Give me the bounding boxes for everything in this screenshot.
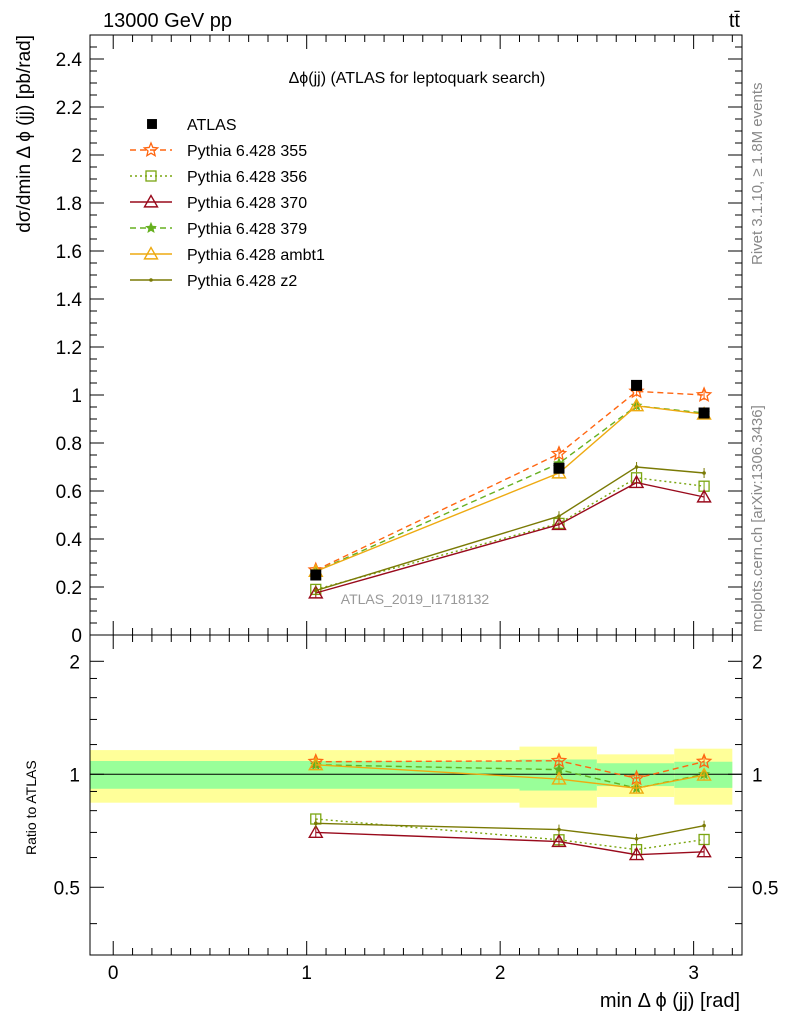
marker-dot xyxy=(702,823,706,828)
series-line xyxy=(315,481,705,594)
y-tick-label: 2 xyxy=(71,146,82,167)
marker-triangle xyxy=(628,846,645,861)
upper-panel: 0 0.2 0.4 0.6 0.8 1 1.2 1.4 1.6 1.8 2 2.2 2.4 ATLAS Py… xyxy=(56,34,743,647)
marker-triangle xyxy=(308,756,324,771)
y-tick-label: 0.2 xyxy=(56,578,82,599)
chart-title: Δϕ(jj) (ATLAS for leptoquark search) xyxy=(289,70,546,87)
marker-triangle xyxy=(308,585,324,599)
ratio-y-tick-label-right: 1 xyxy=(752,765,763,786)
marker-triangle xyxy=(143,194,159,208)
marker-star xyxy=(550,445,568,461)
marker-triangle xyxy=(628,397,645,412)
ratio-series-line xyxy=(315,760,705,779)
marker-triangle xyxy=(628,780,645,794)
marker-triangle xyxy=(696,767,712,781)
marker-dot xyxy=(313,821,318,826)
y-tick-label: 1.2 xyxy=(56,338,82,359)
ratio-y-tick-label-right: 2 xyxy=(752,652,763,673)
marker-star xyxy=(695,752,713,769)
ratio-y-tick-label: 1 xyxy=(69,765,80,786)
legend-item: Pythia 6.428 z2 xyxy=(130,273,297,290)
marker-dot xyxy=(557,514,561,518)
ratio-y-axis-label: Ratio to ATLAS xyxy=(23,760,39,855)
marker-triangle xyxy=(551,516,567,531)
y-tick-label: 1.6 xyxy=(56,242,82,263)
y-tick-label: 1 xyxy=(71,386,82,407)
series-line xyxy=(315,477,705,591)
marker-dot xyxy=(634,465,639,469)
legend-item: Pythia 6.428 379 xyxy=(130,221,307,238)
y-tick-label: 0 xyxy=(71,626,82,647)
band-inner xyxy=(90,760,520,789)
legend-label: Pythia 6.428 356 xyxy=(187,169,307,186)
ratio-y-tick-label: 2 xyxy=(69,652,80,673)
marker-triangle xyxy=(551,833,567,848)
marker-triangle xyxy=(308,824,324,838)
marker-star xyxy=(695,386,713,403)
y-tick-label: 2.4 xyxy=(56,50,83,71)
ratio-series-line xyxy=(315,764,705,789)
ratio-series-line xyxy=(315,764,705,789)
marker-star xyxy=(142,141,160,158)
legend-label: Pythia 6.428 355 xyxy=(187,143,307,160)
y-tick-label: 0.4 xyxy=(56,530,83,551)
ratio-series-line xyxy=(315,831,705,856)
marker-data xyxy=(553,462,565,474)
y-tick-label: 0.8 xyxy=(56,434,82,455)
watermark: ATLAS_2019_I1718132 xyxy=(341,591,490,607)
y-tick-label: 0.6 xyxy=(56,482,82,503)
x-tick-label: 3 xyxy=(688,963,699,984)
ratio-panel: 0 1 2 3 0.5 0.5 1 1 2 2 xyxy=(54,634,778,984)
ratio-series-line xyxy=(315,818,705,851)
marker-triangle xyxy=(628,474,645,489)
legend-label: Pythia 6.428 ambt1 xyxy=(187,247,325,264)
marker-triangle xyxy=(143,246,159,260)
marker-triangle xyxy=(696,489,712,503)
legend-item-data: ATLAS xyxy=(147,117,237,134)
marker-data xyxy=(631,379,643,391)
ratio-series-line xyxy=(315,822,705,840)
marker-dot xyxy=(313,588,318,593)
x-tick-label: 2 xyxy=(495,963,506,984)
series-line xyxy=(315,466,705,592)
legend-label: Pythia 6.428 z2 xyxy=(187,273,297,290)
marker-dot xyxy=(702,471,706,475)
series-line xyxy=(315,405,705,573)
legend-label: ATLAS xyxy=(187,117,237,134)
series-line xyxy=(315,405,705,573)
header-left: 13000 GeV pp xyxy=(103,10,232,32)
y-tick-label: 1.4 xyxy=(56,290,83,311)
marker-dot xyxy=(149,278,153,282)
marker-square xyxy=(145,170,157,182)
legend-label: Pythia 6.428 370 xyxy=(187,195,307,212)
x-tick-label: 1 xyxy=(301,963,312,984)
marker-data xyxy=(310,569,322,581)
legend-item: Pythia 6.428 356 xyxy=(130,169,307,186)
marker-data xyxy=(147,119,157,129)
legend-item: Pythia 6.428 ambt1 xyxy=(130,246,325,264)
x-axis-label: min Δ ϕ (jj) [rad] xyxy=(600,990,740,1012)
header-right: tt̄ xyxy=(729,10,741,32)
marker-triangle xyxy=(551,771,567,785)
marker-star xyxy=(145,221,157,234)
legend-item: Pythia 6.428 370 xyxy=(130,194,307,212)
ratio-y-tick-label: 0.5 xyxy=(54,878,80,899)
lower-frame xyxy=(89,634,743,956)
ratio-y-tick-label-right: 0.5 xyxy=(752,878,778,899)
marker-triangle xyxy=(696,843,712,858)
marker-data xyxy=(698,407,710,419)
mcplots-label: mcplots.cern.ch [arXiv:1306.3436] xyxy=(749,405,766,632)
y-tick-label: 2.2 xyxy=(56,98,82,119)
series-line xyxy=(315,390,705,571)
marker-dot xyxy=(634,837,639,841)
rivet-label: Rivet 3.1.10, ≥ 1.8M events xyxy=(749,83,766,266)
y-tick-label: 1.8 xyxy=(56,194,82,215)
y-axis-label: dσ/dmin Δ ϕ (jj) [pb/rad] xyxy=(14,35,35,233)
legend-item: Pythia 6.428 355 xyxy=(130,141,307,160)
legend-label: Pythia 6.428 379 xyxy=(187,221,307,238)
marker-dot xyxy=(557,827,561,832)
x-tick-label: 0 xyxy=(108,963,119,984)
